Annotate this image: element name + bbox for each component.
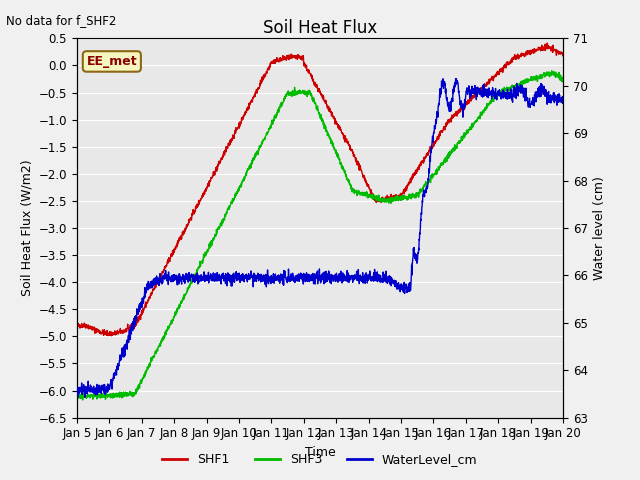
WaterLevel_cm <box>546 99 554 105</box>
Legend: SHF1, SHF3, WaterLevel_cm: SHF1, SHF3, WaterLevel_cm <box>157 448 483 471</box>
SHF1 <box>545 45 553 50</box>
Y-axis label: Water level (cm): Water level (cm) <box>593 176 607 280</box>
SHF1 <box>543 40 551 46</box>
SHF1 <box>297 53 305 59</box>
Line: SHF3: SHF3 <box>77 71 563 400</box>
WaterLevel_cm <box>73 389 81 395</box>
WaterLevel_cm <box>297 270 305 276</box>
SHF1 <box>546 46 554 51</box>
Title: Soil Heat Flux: Soil Heat Flux <box>263 19 377 37</box>
Text: No data for f_SHF2: No data for f_SHF2 <box>6 14 116 27</box>
SHF3 <box>545 69 553 75</box>
SHF1 <box>310 79 317 84</box>
SHF1 <box>108 333 115 339</box>
SHF3 <box>98 392 106 397</box>
SHF3 <box>79 397 86 403</box>
SHF3 <box>548 68 556 73</box>
SHF1 <box>73 322 81 328</box>
Line: SHF1: SHF1 <box>77 43 563 336</box>
SHF3 <box>310 95 317 100</box>
Line: WaterLevel_cm: WaterLevel_cm <box>77 79 563 397</box>
WaterLevel_cm <box>456 100 464 106</box>
SHF3 <box>545 72 553 77</box>
WaterLevel_cm <box>81 395 89 400</box>
WaterLevel_cm <box>559 100 567 106</box>
Text: EE_met: EE_met <box>86 55 137 68</box>
SHF3 <box>297 91 305 96</box>
SHF3 <box>559 76 567 82</box>
Y-axis label: Soil Heat Flux (W/m2): Soil Heat Flux (W/m2) <box>20 160 33 296</box>
SHF1 <box>559 53 567 59</box>
SHF3 <box>73 394 81 400</box>
WaterLevel_cm <box>452 76 460 82</box>
WaterLevel_cm <box>98 384 106 389</box>
WaterLevel_cm <box>545 95 553 101</box>
SHF1 <box>98 330 106 336</box>
SHF1 <box>456 107 464 113</box>
SHF3 <box>456 138 464 144</box>
X-axis label: Time: Time <box>305 446 335 459</box>
WaterLevel_cm <box>310 281 317 287</box>
